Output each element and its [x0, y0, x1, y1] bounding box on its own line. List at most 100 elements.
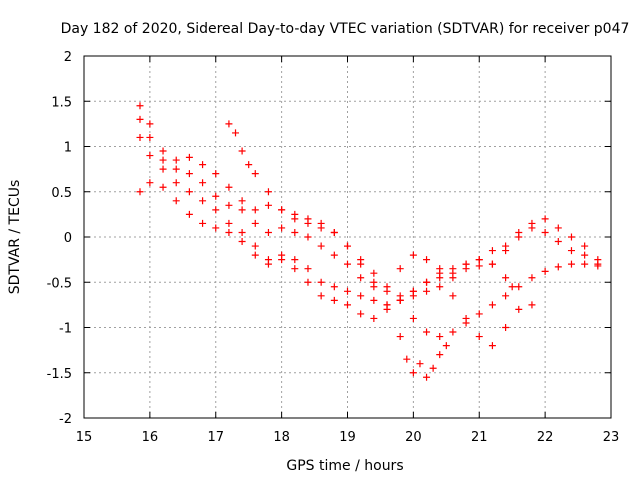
data-point: [146, 133, 154, 141]
data-point: [409, 251, 417, 259]
data-point: [488, 260, 496, 268]
data-point: [146, 120, 154, 128]
data-point: [383, 287, 391, 295]
data-point: [212, 206, 220, 214]
data-point: [251, 206, 259, 214]
series-track-b: [136, 115, 602, 300]
data-point: [515, 233, 523, 241]
data-point: [291, 265, 299, 273]
data-point: [502, 274, 510, 282]
x-tick-label: 22: [537, 430, 554, 445]
data-point: [330, 296, 338, 304]
data-point: [264, 228, 272, 236]
data-point: [488, 342, 496, 350]
data-point: [304, 278, 312, 286]
data-point: [264, 260, 272, 268]
data-point: [136, 133, 144, 141]
data-point: [462, 260, 470, 268]
data-point: [357, 260, 365, 268]
data-point: [423, 373, 431, 381]
data-point: [225, 183, 233, 191]
x-axis-label: GPS time / hours: [286, 458, 403, 474]
x-tick-label: 18: [273, 430, 290, 445]
data-point: [330, 283, 338, 291]
data-point: [238, 228, 246, 236]
data-point: [344, 287, 351, 295]
data-point: [488, 247, 496, 255]
data-point: [185, 170, 193, 178]
data-point: [172, 156, 180, 164]
data-point: [502, 324, 510, 331]
data-point: [212, 192, 220, 200]
data-point: [238, 147, 246, 155]
y-tick-label: 0: [64, 231, 72, 246]
data-point: [475, 310, 483, 318]
data-point: [212, 224, 220, 232]
data-point: [370, 296, 378, 304]
data-point: [185, 188, 193, 196]
data-point: [136, 115, 144, 123]
data-point: [502, 292, 510, 300]
series-track-d: [136, 179, 536, 350]
data-point: [581, 251, 589, 259]
data-point: [370, 314, 378, 322]
data-point: [291, 256, 299, 264]
data-point: [528, 224, 536, 232]
data-point: [136, 102, 144, 110]
y-tick-label: 2: [64, 50, 72, 65]
data-point: [264, 188, 272, 196]
data-point: [581, 260, 589, 268]
data-point: [278, 256, 286, 264]
x-tick-labels: 15 16 17 18 19 20 21 22 23: [76, 430, 620, 445]
x-tick-label: 16: [142, 430, 159, 445]
data-point: [554, 224, 562, 232]
data-point: [594, 260, 602, 268]
data-point: [251, 170, 259, 178]
data-point: [199, 161, 207, 169]
y-tick-label: 1.5: [51, 95, 72, 110]
data-point: [225, 228, 233, 236]
x-tick-label: 23: [603, 430, 620, 445]
data-point: [357, 274, 365, 282]
data-point: [212, 170, 220, 178]
data-point: [251, 219, 259, 227]
data-point: [396, 296, 404, 304]
data-point: [278, 224, 286, 232]
data-point: [245, 161, 253, 169]
data-point: [317, 292, 325, 300]
data-point: [409, 287, 417, 295]
series-track-e: [225, 120, 450, 381]
data-point: [449, 292, 457, 300]
data-point: [449, 328, 457, 336]
data-point: [528, 274, 536, 282]
data-point: [567, 233, 575, 241]
data-point: [146, 179, 154, 187]
y-tick-label: -1: [59, 322, 72, 337]
data-point: [304, 233, 312, 241]
data-point: [317, 219, 325, 227]
data-point: [396, 333, 404, 341]
x-tick-label: 21: [471, 430, 488, 445]
data-point: [330, 251, 338, 259]
data-point: [409, 314, 417, 322]
data-point: [159, 165, 167, 173]
data-point: [436, 265, 444, 273]
data-point: [423, 328, 431, 336]
data-point: [251, 251, 259, 259]
data-point: [251, 242, 259, 250]
data-point: [449, 269, 457, 277]
data-point: [442, 342, 450, 350]
y-tick-label: -0.5: [47, 276, 72, 291]
data-point: [264, 201, 272, 209]
data-point: [436, 351, 444, 359]
grid-lines: [84, 56, 611, 418]
data-point: [429, 364, 437, 372]
data-point: [225, 219, 233, 227]
data-point: [370, 269, 378, 277]
data-point: [136, 188, 144, 196]
y-tick-labels: 2 1.5 1 0.5 0 -0.5 -1 -1.5 -2: [47, 50, 72, 427]
y-tick-label: 1: [64, 141, 72, 156]
data-point: [403, 355, 411, 363]
data-point: [554, 263, 562, 271]
